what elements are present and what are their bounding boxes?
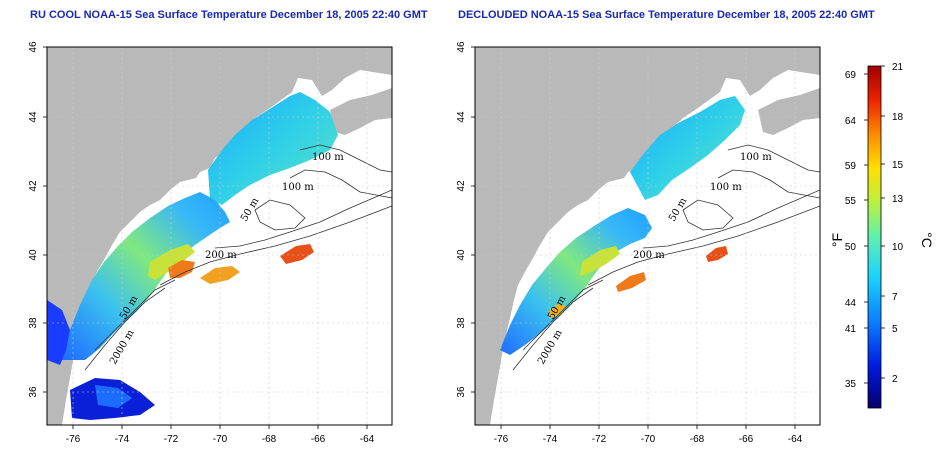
axes: -76 -74 -72 -70 -68 -66 -64 46 44 42 40 38 36 -76 -74 -… xyxy=(28,41,803,445)
celsius-tick-label: 18 xyxy=(892,112,904,123)
fahrenheit-tick-label: 41 xyxy=(845,324,857,335)
left-south-deep xyxy=(95,385,132,408)
left-warm-eddy-3 xyxy=(200,266,240,284)
left-chesapeake-sst xyxy=(47,300,70,365)
right-warm-eddy-1 xyxy=(706,246,728,262)
lat-tick-label: 42 xyxy=(456,180,467,192)
lon-tick-label: -74 xyxy=(115,434,130,445)
fahrenheit-label: °F xyxy=(829,233,845,247)
left-contour-label: 100 m xyxy=(312,152,344,163)
lon-tick-label: -64 xyxy=(788,434,803,445)
right-contour-label: 100 m xyxy=(710,182,742,193)
fahrenheit-tick-label: 35 xyxy=(845,379,857,390)
fahrenheit-tick-label: 69 xyxy=(845,70,857,81)
lon-tick-label: -76 xyxy=(66,434,81,445)
right-warm-shelf xyxy=(580,246,620,276)
lon-tick-label: -68 xyxy=(690,434,705,445)
colorbar-scale xyxy=(867,65,882,409)
fahrenheit-tick-label: 59 xyxy=(845,161,857,172)
lon-tick-label: -66 xyxy=(739,434,754,445)
left-map-frame xyxy=(46,46,393,426)
lat-tick-label: 40 xyxy=(456,249,467,261)
lat-tick-label: 38 xyxy=(456,317,467,329)
right-grid xyxy=(475,47,820,425)
lon-tick-label: -68 xyxy=(262,434,277,445)
lat-tick-label: 42 xyxy=(28,180,39,192)
celsius-tick-label: 10 xyxy=(892,242,904,253)
celsius-tick-label: 5 xyxy=(892,324,898,335)
left-panel-title: RU COOL NOAA-15 Sea Surface Temperature … xyxy=(30,9,428,21)
left-gulf-of-maine-sst xyxy=(208,92,338,205)
right-contour-label: 100 m xyxy=(740,152,772,163)
right-shelf-sst xyxy=(500,208,652,355)
right-warm-eddy-2 xyxy=(616,272,646,292)
left-contour-label: 200 m xyxy=(205,250,237,261)
lon-tick-label: -72 xyxy=(592,434,607,445)
colorbar-ticks: 69 64 59 55 50 44 41 35 21 18 15 13 10 7 5 2 xyxy=(845,62,904,390)
lon-tick-label: -70 xyxy=(641,434,656,445)
celsius-tick-label: 21 xyxy=(892,62,904,73)
lon-tick-label: -76 xyxy=(494,434,509,445)
left-warm-eddy-1 xyxy=(168,260,195,278)
lat-tick-label: 46 xyxy=(456,41,467,53)
right-warm-eddy-3 xyxy=(548,304,566,318)
lon-tick-label: -74 xyxy=(543,434,558,445)
colorbar: 69 64 59 55 50 44 41 35 21 18 15 13 10 7 5 2 °F °C xyxy=(829,62,935,409)
celsius-label: °C xyxy=(919,232,935,248)
fahrenheit-tick-label: 44 xyxy=(845,298,857,309)
right-map-frame xyxy=(474,46,821,426)
lon-tick-label: -64 xyxy=(360,434,375,445)
left-map: 100 m 100 m 50 m 200 m 50 m 2000 m xyxy=(46,46,393,426)
celsius-tick-label: 15 xyxy=(892,160,904,171)
lat-tick-label: 36 xyxy=(456,386,467,398)
right-land xyxy=(475,47,820,425)
right-nova-scotia xyxy=(758,88,820,135)
right-map: 100 m 100 m 50 m 200 m 50 m 2000 m xyxy=(474,46,821,426)
lon-tick-label: -66 xyxy=(311,434,326,445)
right-panel-title: DECLOUDED NOAA-15 Sea Surface Temperatur… xyxy=(458,9,875,21)
lat-tick-label: 46 xyxy=(28,41,39,53)
left-shelf-sst xyxy=(62,192,230,360)
lat-tick-label: 44 xyxy=(28,111,39,123)
right-gulf-of-maine-sst xyxy=(630,96,745,200)
left-land xyxy=(47,47,392,425)
fahrenheit-tick-label: 50 xyxy=(845,242,857,253)
lat-tick-label: 38 xyxy=(28,317,39,329)
lon-tick-label: -70 xyxy=(213,434,228,445)
right-contour-label: 200 m xyxy=(633,250,665,261)
celsius-tick-label: 2 xyxy=(892,374,898,385)
celsius-tick-label: 7 xyxy=(892,292,898,303)
left-warm-eddy-2 xyxy=(280,244,314,264)
lat-tick-label: 36 xyxy=(28,386,39,398)
right-contours xyxy=(512,144,820,371)
lon-tick-label: -72 xyxy=(164,434,179,445)
lat-tick-label: 40 xyxy=(28,249,39,261)
lat-tick-label: 44 xyxy=(456,111,467,123)
left-grid xyxy=(47,47,392,425)
left-contour-label: 100 m xyxy=(282,182,314,193)
celsius-tick-label: 13 xyxy=(892,194,904,205)
left-contours xyxy=(84,144,392,371)
left-warm-shelf xyxy=(148,244,195,280)
fahrenheit-tick-label: 64 xyxy=(845,116,857,127)
left-nova-scotia xyxy=(330,88,392,135)
fahrenheit-tick-label: 55 xyxy=(845,196,857,207)
